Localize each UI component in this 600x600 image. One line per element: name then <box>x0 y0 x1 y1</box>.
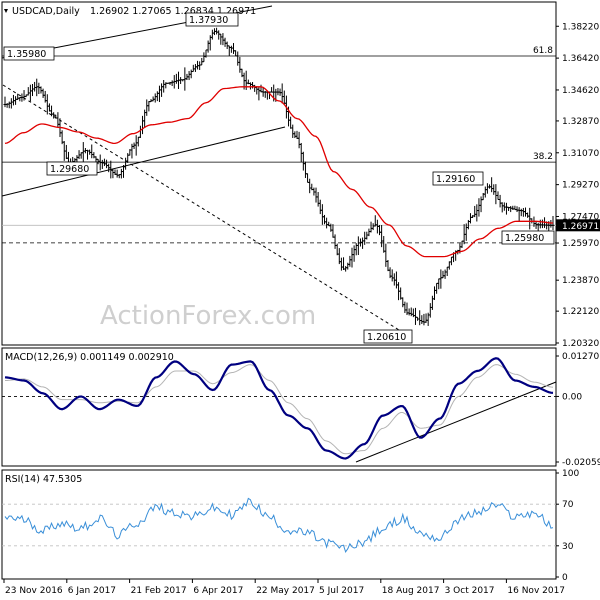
rsi-tick-label: 0 <box>562 573 568 583</box>
price-annotation-text: 1.29680 <box>50 164 89 175</box>
price-annotation-text: 1.25980 <box>505 233 544 244</box>
channel-lower-line <box>1 126 286 197</box>
macd-label: MACD(12,26,9) 0.001149 0.002910 <box>5 352 174 363</box>
price-panel-frame <box>1 1 557 346</box>
price-tick-label: 1.27470 <box>562 212 599 222</box>
price-annotation: 1.37930 <box>185 12 239 27</box>
current-price-tag: 1.26971 <box>556 219 600 232</box>
price-annotation: 1.25980 <box>501 230 555 245</box>
price-tick-label: 1.36420 <box>562 54 599 64</box>
rsi-tick-label: 100 <box>562 469 579 479</box>
macd-signal-line <box>5 364 554 455</box>
dropdown-icon[interactable] <box>4 9 8 13</box>
macd-axis: 0.012707 0.00 -0.020599 <box>556 352 600 468</box>
rsi-panel: RSI(14) 47.5305 100 70 30 0 <box>1 469 579 583</box>
macd-panel-frame <box>1 347 557 467</box>
rsi-axis: 100 70 30 0 <box>556 469 579 583</box>
price-annotation: 1.29680 <box>46 161 98 176</box>
rsi-tick-label: 70 <box>562 500 574 510</box>
price-annotation: 1.20610 <box>363 329 413 344</box>
time-tick-label: 22 May 2017 <box>256 586 315 596</box>
time-axis: 23 Nov 2016 6 Jan 2017 21 Feb 2017 6 Apr 20… <box>3 579 565 596</box>
fib-label-0: 61.8 <box>533 46 553 56</box>
time-tick-label: 18 Aug 2017 <box>382 586 440 596</box>
price-annotation-text: 1.35980 <box>7 49 46 60</box>
price-annotation: 1.29160 <box>432 171 484 186</box>
time-tick-label: 21 Feb 2017 <box>131 586 187 596</box>
macd-tick-label: 0.012707 <box>562 352 600 362</box>
rsi-panel-frame <box>1 469 557 580</box>
dashed-trendline <box>2 84 413 339</box>
price-tick-label: 1.38220 <box>562 22 599 32</box>
moving-average-line <box>4 86 553 258</box>
rsi-label: RSI(14) 47.5305 <box>5 474 82 485</box>
price-annotation-text: 1.20610 <box>367 332 406 343</box>
time-tick-label: 3 Oct 2017 <box>445 586 495 596</box>
macd-line <box>4 357 554 460</box>
price-annotation: 1.35980 <box>3 46 55 61</box>
price-tick-label: 1.20320 <box>562 339 599 349</box>
time-tick-label: 5 Jul 2017 <box>319 586 364 596</box>
time-tick-label: 23 Nov 2016 <box>5 586 63 596</box>
price-axis: 1.38220 1.36420 1.34620 1.32870 1.31070 1.292… <box>556 22 600 349</box>
fib-label-1: 38.2 <box>533 152 553 162</box>
price-tick-label: 1.23870 <box>562 276 599 286</box>
time-tick-label: 6 Jan 2017 <box>68 586 116 596</box>
time-tick-label: 16 Nov 2017 <box>507 586 565 596</box>
macd-panel: MACD(12,26,9) 0.001149 0.002910 0.012707… <box>1 347 600 468</box>
time-tick-label: 6 Apr 2017 <box>193 586 243 596</box>
price-annotations: 1.37930 1.35980 1.29680 1.29160 1.20610 1.259… <box>3 12 555 344</box>
ohlc-label: 1.26902 1.27065 1.26834 1.26971 <box>90 6 256 17</box>
price-bars <box>3 27 555 326</box>
price-annotation-text: 1.37930 <box>189 15 228 26</box>
macd-trendline <box>355 381 557 463</box>
price-tick-label: 1.22120 <box>562 307 599 317</box>
rsi-levels <box>2 503 556 547</box>
macd-tick-label: 0.00 <box>562 392 582 402</box>
watermark: ActionForex.com <box>100 301 316 331</box>
price-panel: USDCAD,Daily 1.26902 1.27065 1.26834 1.2… <box>1 1 600 349</box>
price-tick-label: 1.29270 <box>562 181 599 191</box>
symbol-label: USDCAD,Daily <box>12 6 80 17</box>
rsi-line <box>4 497 554 554</box>
current-price-label: 1.26971 <box>562 222 599 232</box>
price-annotation-text: 1.29160 <box>436 174 475 185</box>
price-tick-label: 1.25970 <box>562 239 599 249</box>
price-tick-label: 1.34620 <box>562 86 599 96</box>
macd-tick-label: -0.020599 <box>562 458 600 468</box>
price-tick-label: 1.32870 <box>562 117 599 127</box>
price-tick-label: 1.31070 <box>562 149 599 159</box>
rsi-tick-label: 30 <box>562 542 574 552</box>
